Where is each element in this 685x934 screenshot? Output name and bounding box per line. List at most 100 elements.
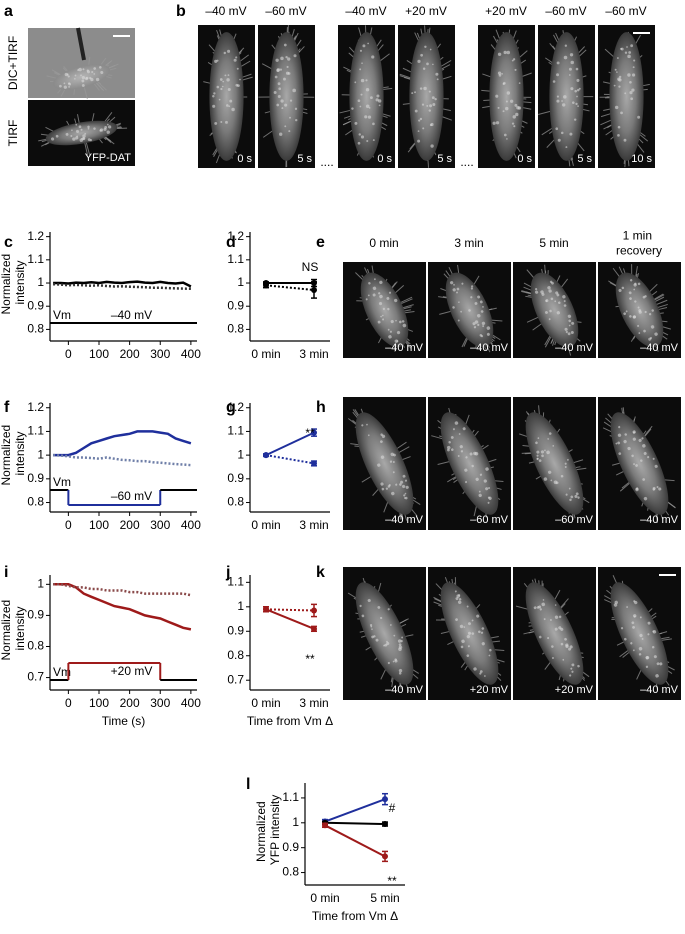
speckle bbox=[616, 57, 619, 60]
speckle bbox=[449, 281, 454, 285]
micrograph bbox=[398, 25, 455, 168]
speckle bbox=[634, 300, 637, 303]
micrograph bbox=[28, 100, 135, 166]
speckle bbox=[545, 299, 549, 303]
speckle bbox=[478, 493, 482, 498]
speckle bbox=[285, 71, 290, 75]
speckle bbox=[386, 296, 390, 300]
speckle bbox=[464, 468, 468, 472]
speckle bbox=[562, 295, 566, 299]
speckle bbox=[620, 627, 624, 630]
y-tick-label: 1.1 bbox=[227, 252, 244, 266]
speckle bbox=[492, 121, 496, 125]
filopodium bbox=[652, 293, 664, 301]
filopodium bbox=[572, 459, 584, 464]
speckle bbox=[480, 335, 484, 338]
speckle bbox=[392, 660, 395, 663]
x-tick-label: 0 bbox=[65, 696, 72, 710]
speckle bbox=[86, 70, 90, 74]
speckle bbox=[577, 664, 580, 668]
speckle bbox=[498, 74, 502, 77]
speckle bbox=[632, 315, 636, 319]
voltage-label: –40 mV bbox=[385, 342, 424, 354]
y-tick-label: 0.9 bbox=[27, 298, 44, 312]
speckle bbox=[575, 492, 579, 496]
speckle bbox=[459, 445, 463, 449]
speckle bbox=[379, 294, 383, 299]
speckle bbox=[450, 448, 454, 451]
speckle bbox=[509, 99, 514, 103]
time-label: 0 s bbox=[237, 153, 252, 165]
speckle bbox=[361, 424, 364, 427]
speckle bbox=[381, 434, 386, 439]
speckle bbox=[517, 106, 522, 110]
y-tick-label: 0.8 bbox=[27, 639, 44, 653]
speckle bbox=[488, 654, 491, 657]
speckle bbox=[645, 665, 649, 669]
speckle bbox=[225, 120, 228, 124]
speckle bbox=[401, 320, 405, 323]
cell bbox=[360, 272, 409, 348]
speckle bbox=[549, 309, 552, 313]
speckle bbox=[638, 646, 643, 651]
protocol-level: –60 mV bbox=[111, 489, 152, 503]
speckle bbox=[469, 452, 473, 456]
y-tick-label: 0.7 bbox=[227, 672, 244, 686]
speckle bbox=[450, 436, 454, 439]
speckle bbox=[394, 298, 398, 303]
speckle bbox=[471, 632, 475, 635]
filopodium bbox=[83, 86, 88, 100]
speckle bbox=[418, 119, 421, 122]
speckle bbox=[551, 657, 554, 660]
x-tick-label: 3 min bbox=[299, 347, 328, 361]
series-line bbox=[53, 583, 192, 631]
speckle bbox=[555, 481, 559, 485]
speckle bbox=[387, 328, 390, 331]
speckle bbox=[548, 470, 552, 474]
image-side-label: DIC+TIRF bbox=[6, 36, 20, 90]
y-tick-label: 1.1 bbox=[227, 424, 244, 438]
speckle bbox=[360, 135, 365, 139]
speckle bbox=[82, 137, 86, 140]
speckle bbox=[214, 59, 218, 63]
speckle bbox=[460, 310, 462, 313]
voltage-label: –40 mV bbox=[640, 684, 679, 696]
speckle bbox=[216, 85, 220, 89]
speckle bbox=[633, 600, 636, 603]
speckle bbox=[618, 85, 621, 88]
x-tick-label: 400 bbox=[181, 518, 201, 532]
speckle bbox=[562, 103, 566, 107]
speckle bbox=[627, 54, 631, 59]
speckle bbox=[633, 288, 636, 291]
speckle bbox=[547, 438, 549, 440]
filopodium bbox=[600, 112, 612, 118]
filopodium bbox=[559, 598, 569, 610]
speckle bbox=[431, 96, 435, 100]
point bbox=[311, 429, 317, 436]
speckle bbox=[637, 324, 640, 327]
speckle bbox=[624, 433, 627, 436]
speckle bbox=[74, 74, 77, 77]
speckle bbox=[564, 637, 567, 641]
speckle bbox=[402, 484, 406, 489]
speckle bbox=[466, 654, 470, 657]
speckle bbox=[365, 298, 368, 301]
speckle bbox=[455, 597, 459, 601]
speckle bbox=[638, 653, 642, 656]
speckle bbox=[548, 289, 552, 293]
speckle bbox=[575, 102, 578, 106]
y-tick-label: 0.9 bbox=[27, 471, 44, 485]
filopodium bbox=[103, 112, 113, 123]
speckle bbox=[294, 107, 298, 111]
speckle bbox=[366, 140, 369, 143]
speckle bbox=[400, 639, 403, 643]
speckle bbox=[617, 134, 620, 137]
speckle bbox=[545, 311, 548, 314]
x-axis-label: Time (s) bbox=[102, 714, 146, 728]
speckle bbox=[569, 498, 572, 502]
x-tick-label: 5 min bbox=[370, 891, 399, 905]
speckle bbox=[454, 421, 459, 425]
image-header: 1 min recovery bbox=[616, 229, 662, 258]
speckle bbox=[548, 318, 551, 321]
speckle bbox=[283, 77, 286, 81]
